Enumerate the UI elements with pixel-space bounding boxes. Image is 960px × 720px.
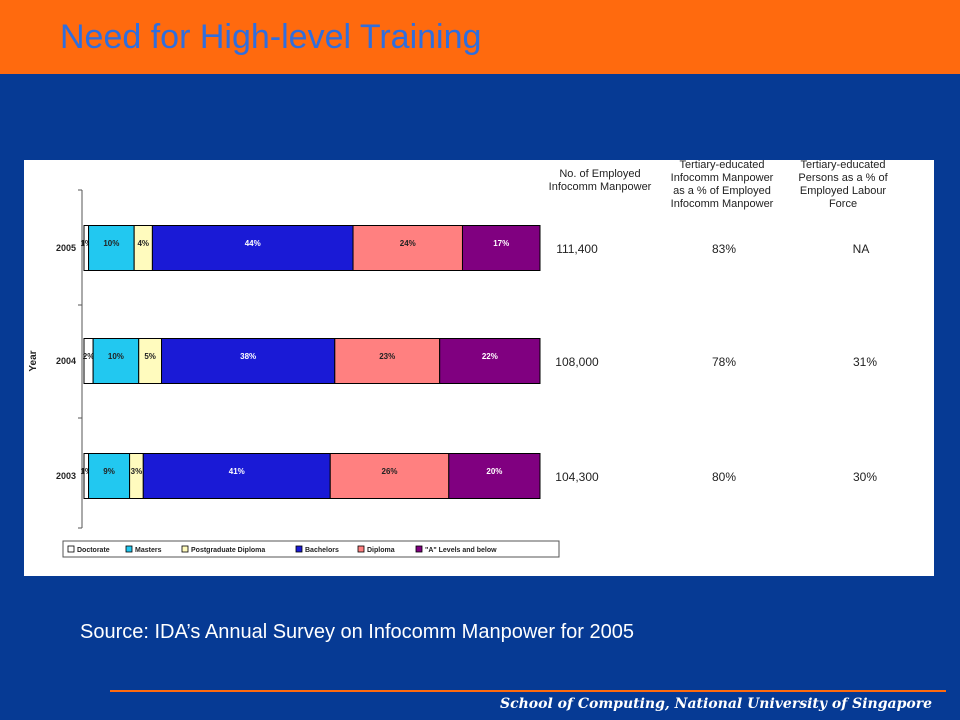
- table-header-line: Employed Labour: [800, 185, 887, 197]
- data-label: 41%: [229, 467, 245, 476]
- legend-swatch: [181, 545, 189, 553]
- footer-text: School of Computing, National University…: [499, 696, 932, 712]
- y-axis-label: Year: [28, 350, 39, 371]
- legend-swatch: [415, 545, 423, 553]
- legend-label: Bachelors: [305, 547, 339, 554]
- data-label: 38%: [240, 352, 256, 361]
- legend-label: "A" Levels and below: [425, 547, 497, 554]
- legend-swatch: [125, 545, 133, 553]
- data-label: 4%: [137, 239, 149, 248]
- bar-segment: [83, 453, 90, 499]
- table-cell: 78%: [712, 355, 736, 369]
- data-label: 10%: [108, 352, 124, 361]
- bar-segment: [334, 338, 441, 384]
- legend-label: Diploma: [367, 547, 395, 554]
- legend-label: Postgraduate Diploma: [191, 547, 265, 554]
- data-label: 20%: [486, 467, 502, 476]
- data-label: 2%: [83, 352, 95, 361]
- bar-segment: [461, 225, 541, 271]
- data-label: 17%: [493, 239, 509, 248]
- y-tick-label: 2005: [56, 243, 76, 253]
- legend-label: Masters: [135, 547, 162, 554]
- bar-segment: [83, 338, 94, 384]
- y-tick-label: 2003: [56, 471, 76, 481]
- header-bar: [0, 0, 960, 74]
- legend-swatch: [295, 545, 303, 553]
- data-label: 3%: [131, 467, 143, 476]
- legend-swatch: [67, 545, 75, 553]
- table-header-line: Infocomm Manpower: [549, 181, 652, 193]
- table-cell: 30%: [853, 470, 877, 484]
- table-cell: 31%: [853, 355, 877, 369]
- bar-segment: [142, 453, 331, 499]
- data-label: 44%: [245, 239, 261, 248]
- legend-swatch: [357, 545, 365, 553]
- bar-segment: [88, 225, 135, 271]
- bar-segment: [161, 338, 336, 384]
- table-cell: 83%: [712, 242, 736, 256]
- table-cell: 111,400: [556, 242, 598, 256]
- table-header-line: Persons as a % of: [798, 172, 888, 184]
- bar-segment: [92, 338, 140, 384]
- data-label: 1%: [80, 239, 92, 248]
- table-header-line: Tertiary-educated: [801, 160, 886, 171]
- bar-segment: [151, 225, 354, 271]
- data-label: 9%: [103, 467, 115, 476]
- legend-box: [62, 540, 560, 558]
- bar-segment: [133, 225, 153, 271]
- bar-segment: [138, 338, 163, 384]
- bar-segment: [352, 225, 463, 271]
- table-header-line: Tertiary-educated: [680, 160, 765, 171]
- slide-title: Need for High-level Training: [60, 18, 482, 56]
- bar-segment: [448, 453, 541, 499]
- bar-segment: [329, 453, 450, 499]
- stacked-bar-chart: Year 2005 1% 10% 4% 44% 24% 17% 2004 2% 10% 5% 38% 23…: [28, 159, 889, 558]
- source-note: Source: IDA’s Annual Survey on Infocomm …: [80, 621, 634, 643]
- bar-segment: [129, 453, 144, 499]
- table-header-line: Force: [829, 198, 857, 210]
- data-label: 24%: [400, 239, 416, 248]
- data-label: 5%: [144, 352, 156, 361]
- footer-divider: [110, 690, 946, 692]
- table-cell: 80%: [712, 470, 736, 484]
- legend-label: Doctorate: [77, 547, 110, 554]
- table-header-line: Infocomm Manpower: [671, 198, 774, 210]
- table-header-line: No. of Employed: [559, 168, 640, 180]
- table-cell: 104,300: [555, 470, 599, 484]
- table-cell: NA: [853, 242, 870, 256]
- table-cell: 108,000: [555, 355, 599, 369]
- data-label: 1%: [80, 467, 92, 476]
- chart-panel: Year 2005 1% 10% 4% 44% 24% 17% 2004 2% 10% 5% 38% 23…: [24, 159, 934, 576]
- data-label: 10%: [103, 239, 119, 248]
- bar-segment: [439, 338, 541, 384]
- bar-segment: [88, 453, 131, 499]
- table-header-line: Infocomm Manpower: [671, 172, 774, 184]
- table-header-line: as a % of Employed: [673, 185, 771, 197]
- data-label: 23%: [379, 352, 395, 361]
- y-tick-label: 2004: [56, 356, 76, 366]
- data-label: 26%: [382, 467, 398, 476]
- data-label: 22%: [482, 352, 498, 361]
- bar-segment: [83, 225, 90, 271]
